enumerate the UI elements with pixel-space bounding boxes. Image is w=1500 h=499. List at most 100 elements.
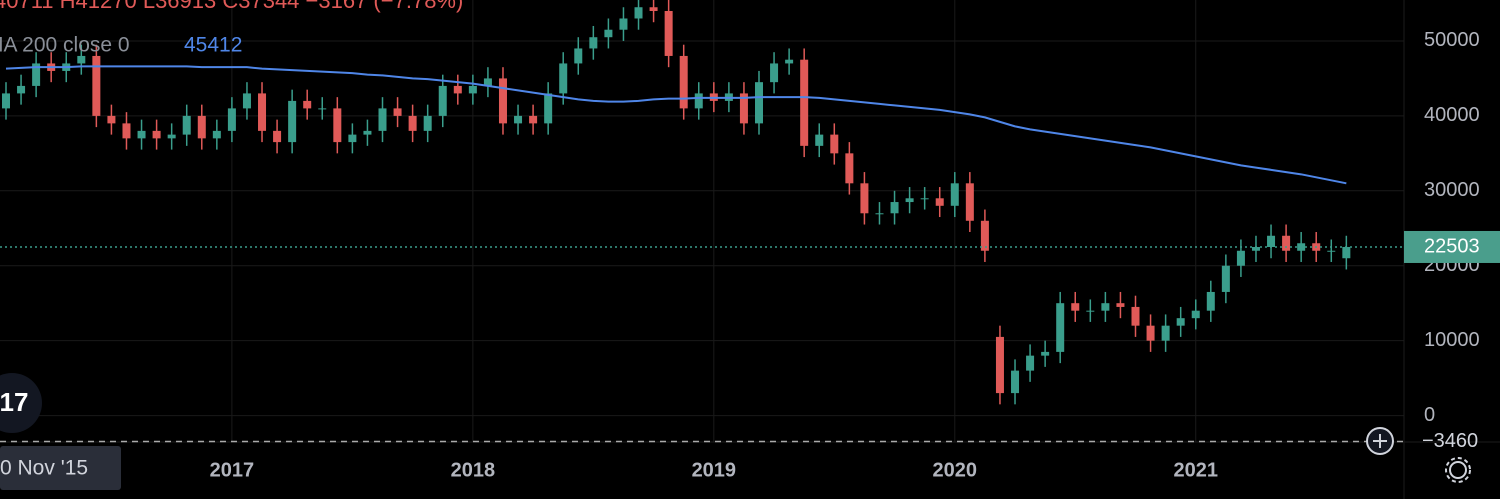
candle-body xyxy=(423,115,432,131)
candle-body xyxy=(574,48,583,64)
candle-body xyxy=(453,85,462,94)
candle-body xyxy=(273,130,282,143)
candle-body xyxy=(604,29,613,38)
candle-body xyxy=(634,7,643,19)
logo[interactable]: 17 xyxy=(0,373,42,433)
last-price-box xyxy=(1404,230,1500,263)
candle-body xyxy=(212,130,221,139)
candle-body xyxy=(785,59,794,64)
candle-body xyxy=(167,134,176,139)
ohlc-header: 40711 H41270 L36913 C37344 −3167 (−7.78%… xyxy=(0,0,463,13)
candle-body xyxy=(288,100,297,143)
candle-body xyxy=(800,59,809,146)
candle-body xyxy=(559,63,568,94)
y-tick-label: 40000 xyxy=(1424,104,1480,126)
candle-body xyxy=(694,93,703,109)
candle-body xyxy=(1086,310,1095,312)
candle-body xyxy=(152,130,161,139)
candle-body xyxy=(875,213,884,215)
candle-body xyxy=(1342,246,1351,259)
logo-mark: 17 xyxy=(0,387,28,417)
candle-body xyxy=(1146,325,1155,341)
crosshair-label: 0 Nov '15 xyxy=(0,457,88,480)
candle-body xyxy=(1267,235,1276,247)
x-tick-label: 2017 xyxy=(210,459,255,481)
candle-body xyxy=(920,198,929,200)
candle-body xyxy=(92,55,101,116)
candle-body xyxy=(1161,325,1170,341)
candle-body xyxy=(1041,351,1050,356)
x-tick-label: 2020 xyxy=(933,459,978,481)
candle-body xyxy=(739,93,748,124)
candle-body xyxy=(1011,370,1020,394)
candle-body xyxy=(107,115,116,124)
candle-body xyxy=(77,55,86,64)
candle-body xyxy=(980,220,989,251)
candle-body xyxy=(1206,291,1215,311)
candle-body xyxy=(589,37,598,49)
candle-body xyxy=(529,115,538,124)
candle-body xyxy=(1176,318,1185,326)
candle-body xyxy=(890,202,899,214)
y-tick-label: 30000 xyxy=(1424,179,1480,201)
candle-body xyxy=(227,108,236,131)
candle-body xyxy=(17,85,26,94)
candle-body xyxy=(679,55,688,109)
bottom-marker-label: −3460 xyxy=(1422,430,1478,452)
candle-body xyxy=(393,108,402,116)
candle-body xyxy=(1282,235,1291,251)
candle-body xyxy=(1221,265,1230,292)
candle-body xyxy=(182,115,191,135)
plot-area xyxy=(0,0,1404,405)
candle-body xyxy=(438,85,447,116)
candle-body xyxy=(830,134,839,154)
candle-body xyxy=(303,100,312,109)
candle-body xyxy=(664,10,673,56)
candle-body xyxy=(619,18,628,30)
candle-body xyxy=(483,78,492,86)
candle-body xyxy=(755,82,763,124)
settings-button[interactable] xyxy=(1445,457,1471,483)
y-tick-label: 50000 xyxy=(1424,29,1480,51)
candle-body xyxy=(318,108,327,110)
candle-body xyxy=(544,93,553,124)
candle-body xyxy=(348,134,357,143)
candle-body xyxy=(1071,303,1080,311)
x-tick-label: 2019 xyxy=(692,459,737,481)
candle-body xyxy=(815,134,824,146)
zoom-button[interactable] xyxy=(1366,427,1394,455)
candle-body xyxy=(122,123,131,139)
candle-body xyxy=(378,108,387,131)
candle-body xyxy=(935,198,944,206)
candle-body xyxy=(514,115,523,124)
candle-body xyxy=(845,153,854,184)
candle-body xyxy=(860,183,869,214)
x-tick-label: 2018 xyxy=(451,459,496,481)
candle-body xyxy=(1101,303,1110,311)
candle-body xyxy=(905,198,914,203)
y-tick-label: 10000 xyxy=(1424,329,1480,351)
candle-body xyxy=(965,183,974,221)
candle-body xyxy=(333,108,342,143)
candle-body xyxy=(1116,303,1125,307)
candle-body xyxy=(1056,303,1065,352)
candle-body xyxy=(1251,246,1260,251)
candle-body xyxy=(258,93,267,131)
indicator-name[interactable]: MA 200 close 0 xyxy=(0,34,130,57)
candle-body xyxy=(468,85,477,94)
candle-body xyxy=(1191,310,1200,319)
candle-body xyxy=(1327,250,1336,252)
candle-body xyxy=(498,78,507,124)
candle-body xyxy=(2,93,10,109)
candle-body xyxy=(1026,355,1035,371)
candle-body xyxy=(137,130,146,139)
y-tick-label: 0 xyxy=(1424,404,1435,426)
last-price-label: 22503 xyxy=(1424,235,1480,257)
candle-body xyxy=(1236,250,1245,266)
crosshair-label-box xyxy=(0,446,121,490)
candle-body xyxy=(995,336,1004,394)
x-tick-label: 2021 xyxy=(1173,459,1218,481)
indicator-value: 45412 xyxy=(184,34,242,57)
